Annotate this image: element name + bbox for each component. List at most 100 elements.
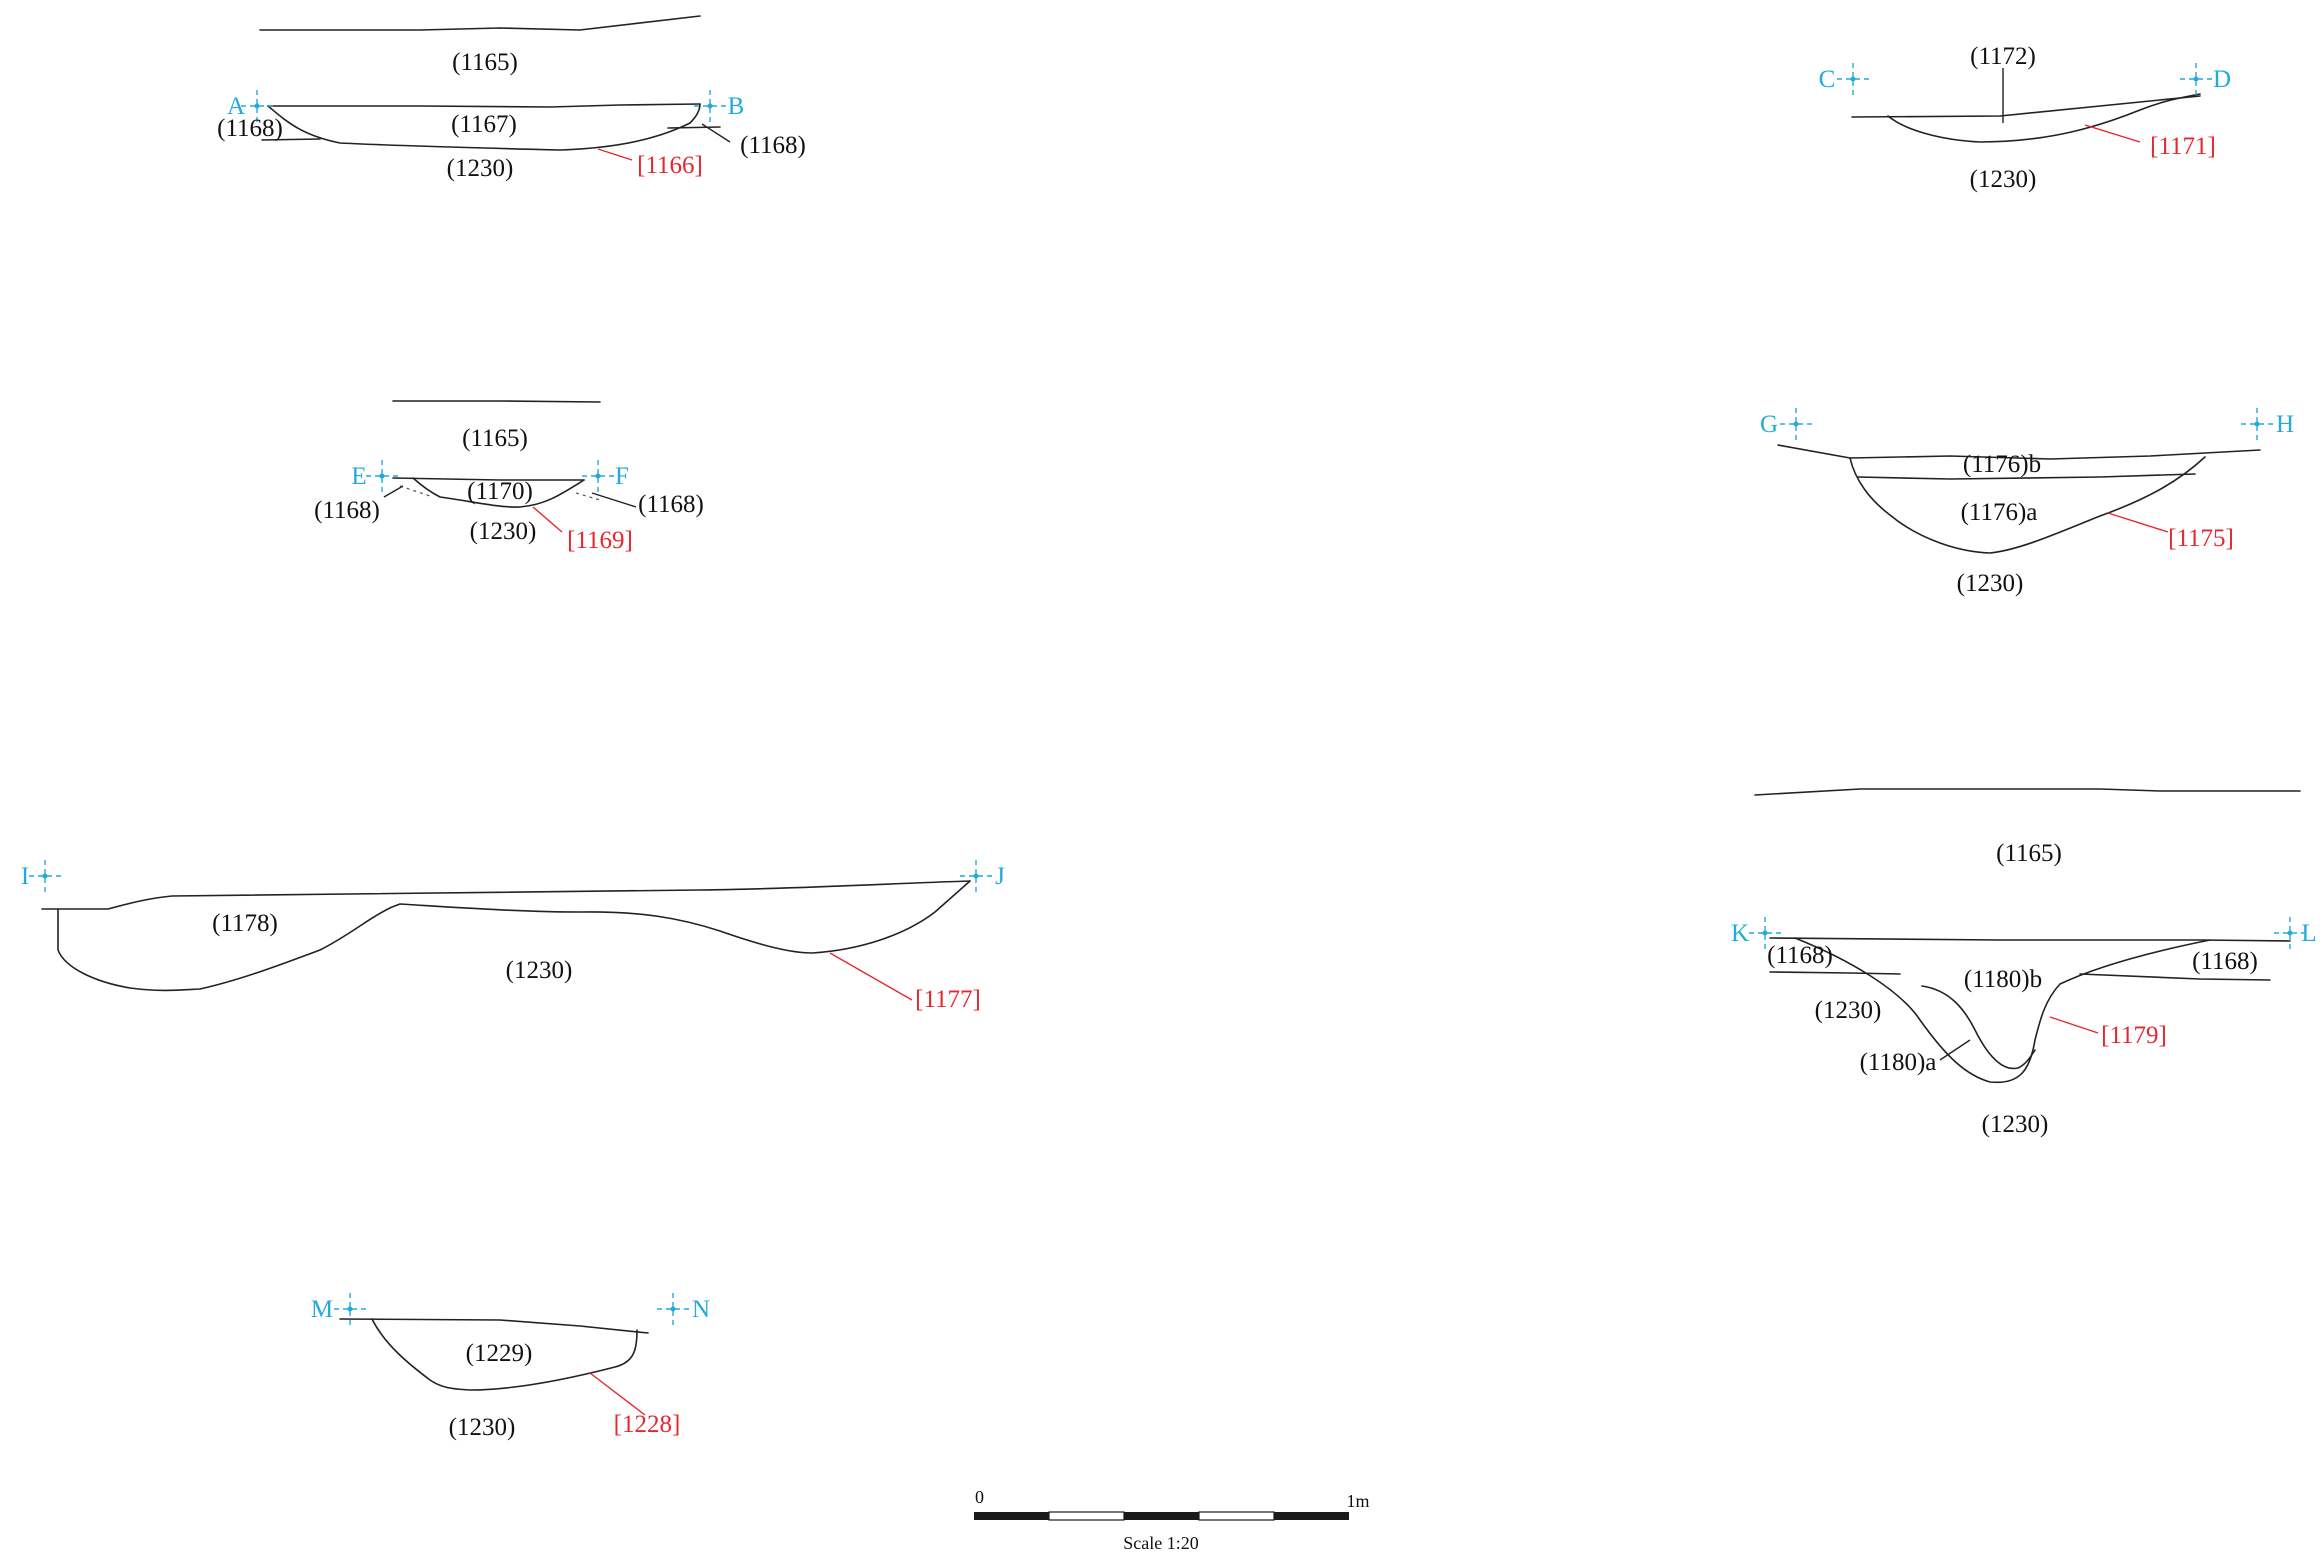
section-ef-hidden-edge-left: [399, 485, 431, 497]
section-ab-layer-1168-left: [261, 138, 321, 141]
section-ab-fill-label: (1167): [451, 111, 517, 138]
section-kl-right-layer-label: (1168): [2192, 948, 2258, 975]
section-gh-ground-line: [1777, 444, 2261, 460]
section-gh-cut-leader: [2107, 512, 2169, 533]
section-ij-cut-leader: [829, 952, 913, 1001]
section-ef-top-layer-label: (1165): [462, 425, 528, 452]
section-ef-leader-right: [591, 492, 637, 508]
section-kl-left-layer-label: (1168): [1767, 942, 1833, 969]
section-ab-cut-leader: [597, 148, 633, 161]
section-kl: (1165) K L (1168) (1168) (1180)b (1230) …: [1731, 788, 2317, 1138]
section-mn-start-label: M: [311, 1296, 333, 1323]
section-ef-upper-surface: [392, 400, 601, 403]
section-kl-fill-boundary: [1921, 985, 2036, 1070]
section-ab-end-marker: [694, 90, 726, 122]
section-gh: G H (1176)b (1176)a [1175] (1230): [1760, 408, 2294, 597]
section-ij-start-marker: [29, 860, 61, 892]
scale-bar: 0 1m Scale 1:20: [974, 1487, 1370, 1553]
section-kl-end-label: L: [2301, 920, 2316, 947]
section-kl-layer-1168-right: [2079, 973, 2271, 981]
section-ab-below-label: (1230): [447, 155, 514, 182]
section-kl-cut-profile: [1794, 937, 2211, 1084]
section-ab: (1165) A B (1167) (1168) (1168) (1230) […: [217, 15, 806, 182]
section-kl-layer-1168-left: [1769, 971, 1901, 975]
section-kl-cut-leader: [2049, 1016, 2099, 1034]
section-ef-cut-leader: [532, 506, 563, 533]
section-mn: M N (1229) (1230) [1228]: [311, 1293, 710, 1441]
section-kl-end-marker: [2274, 917, 2306, 949]
section-ij-below-label: (1230): [506, 957, 573, 984]
section-ab-left-layer-label: (1168): [217, 115, 283, 142]
section-mn-end-marker: [657, 1293, 689, 1325]
section-ef-leader-left: [383, 485, 404, 498]
scale-bar-segment-2: [1048, 1511, 1125, 1521]
section-ef-start-marker: [366, 460, 398, 492]
section-ef-end-marker: [582, 460, 614, 492]
section-kl-top-layer-label: (1165): [1996, 840, 2062, 867]
scale-caption: Scale 1:20: [1123, 1533, 1198, 1553]
section-ef: (1165) E F (1170) (1168) (1168) (1230) […: [314, 400, 704, 554]
section-mn-start-marker: [334, 1293, 366, 1325]
section-cd-cut-leader: [2084, 124, 2141, 143]
scale-bar-segment-4: [1198, 1511, 1275, 1521]
section-kl-lower-fill-leader: [1939, 1039, 1971, 1061]
section-kl-upper-surface: [1754, 788, 2301, 796]
section-ef-start-label: E: [351, 463, 366, 490]
section-kl-below-label: (1230): [1982, 1111, 2049, 1138]
section-gh-layer-boundary: [1857, 473, 2196, 480]
section-ab-cut-label: [1166]: [637, 152, 703, 179]
section-ef-end-label: F: [615, 463, 629, 490]
section-gh-cut-profile: [1849, 456, 2206, 554]
section-ij-cut-profile: [57, 880, 971, 992]
section-gh-end-marker: [2241, 408, 2273, 440]
section-gh-start-marker: [1780, 408, 1812, 440]
scale-bar-start-label: 0: [975, 1487, 984, 1507]
section-ab-end-label: B: [728, 93, 745, 120]
section-kl-lower-fill-label: (1180)a: [1860, 1049, 1937, 1076]
section-ab-top-layer-label: (1165): [452, 49, 518, 76]
section-ij-fill-label: (1178): [212, 910, 278, 937]
section-ab-upper-surface: [259, 15, 701, 31]
section-ij: I J (1178) (1230) [1177]: [21, 860, 1005, 1013]
section-ij-end-marker: [960, 860, 992, 892]
section-gh-cut-label: [1175]: [2168, 525, 2234, 552]
section-cd-fill-label: (1172): [1970, 43, 2036, 70]
section-ef-fill-label: (1170): [467, 478, 533, 505]
section-kl-cut-label: [1179]: [2101, 1022, 2167, 1049]
section-ij-end-label: J: [995, 863, 1005, 890]
section-cd-end-label: D: [2213, 66, 2231, 93]
section-ab-ground-line: [267, 103, 701, 108]
section-cd: (1172) C D [1171] (1230): [1819, 43, 2231, 193]
section-ef-cut-profile: [412, 477, 585, 508]
section-mn-ground-line: [339, 1318, 649, 1334]
section-gh-end-label: H: [2276, 411, 2294, 438]
section-ab-right-layer-label: (1168): [740, 132, 806, 159]
section-gh-below-label: (1230): [1957, 570, 2024, 597]
section-cd-cut-profile: [1887, 93, 2201, 143]
section-ab-start-label: A: [227, 93, 245, 120]
section-cd-ground-line: [1851, 95, 2201, 118]
section-gh-upper-fill-label: (1176)b: [1963, 451, 2041, 478]
section-ef-cut-label: [1169]: [567, 527, 633, 554]
section-ef-below-label: (1230): [470, 518, 537, 545]
scale-bar-end-label: 1m: [1346, 1491, 1369, 1511]
section-mn-fill-label: (1229): [466, 1340, 533, 1367]
section-kl-upper-fill-label: (1180)b: [1964, 966, 2042, 993]
section-kl-start-marker: [1749, 917, 1781, 949]
section-ij-start-label: I: [21, 863, 29, 890]
section-ij-cut-label: [1177]: [915, 986, 981, 1013]
section-mn-cut-leader: [589, 1372, 646, 1416]
section-mn-cut-profile: [371, 1318, 638, 1391]
section-ab-layer-1168-right: [667, 126, 721, 129]
section-cd-start-label: C: [1819, 66, 1836, 93]
scale-bar-segment-5: [1274, 1512, 1349, 1520]
section-cd-end-marker: [2180, 63, 2212, 95]
section-ab-cut-profile: [267, 103, 701, 151]
section-mn-below-label: (1230): [449, 1414, 516, 1441]
section-mn-end-label: N: [692, 1296, 710, 1323]
section-ab-leader-right: [701, 123, 731, 143]
section-kl-start-label: K: [1731, 920, 1749, 947]
section-kl-ground-line: [1769, 937, 2291, 942]
